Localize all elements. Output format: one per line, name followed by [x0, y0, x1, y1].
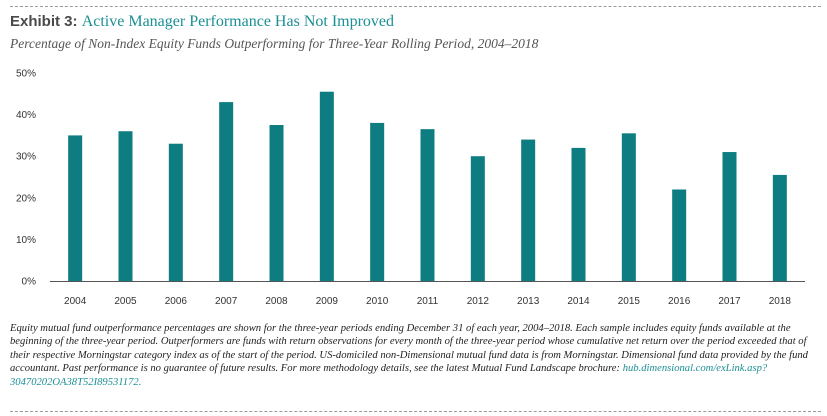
- bar: [672, 189, 687, 281]
- x-tick-label: 2011: [417, 296, 439, 307]
- top-divider: [10, 6, 821, 7]
- bar: [621, 133, 636, 281]
- x-tick-label: 2006: [165, 296, 188, 307]
- x-tick-label: 2015: [618, 296, 641, 307]
- bar: [571, 147, 586, 281]
- y-axis: 0% 10% 20% 30% 40% 50%: [16, 69, 36, 288]
- y-tick-label: 50%: [16, 69, 36, 80]
- x-tick-label: 2017: [718, 296, 741, 307]
- y-tick-label: 0%: [22, 277, 37, 288]
- x-tick-label: 2014: [567, 296, 590, 307]
- bar: [68, 135, 83, 281]
- x-tick-label: 2007: [215, 296, 238, 307]
- x-tick-label: 2013: [517, 296, 540, 307]
- y-tick-label: 30%: [16, 152, 36, 163]
- x-tick-label: 2010: [366, 296, 389, 307]
- chart-title: Exhibit 3: Active Manager Performance Ha…: [10, 13, 394, 31]
- x-tick-label: 2008: [265, 296, 288, 307]
- exhibit-label: Exhibit 3:: [10, 13, 78, 30]
- bar: [118, 131, 133, 281]
- x-tick-label: 2018: [769, 296, 792, 307]
- bar: [470, 156, 485, 281]
- bar: [772, 174, 787, 281]
- footnote-link[interactable]: hub.dimensional.com/exLink.asp?30470202O…: [10, 363, 768, 388]
- bar: [269, 125, 284, 281]
- chart-subtitle: Percentage of Non-Index Equity Funds Out…: [10, 36, 539, 51]
- footnote: Equity mutual fund outperformance percen…: [10, 322, 820, 389]
- x-tick-label: 2012: [467, 296, 490, 307]
- bar: [521, 139, 536, 281]
- bars-group: [68, 91, 787, 281]
- bar: [319, 91, 334, 281]
- y-tick-label: 20%: [16, 193, 36, 204]
- y-tick-label: 10%: [16, 235, 36, 246]
- bar-chart: 0%10%20%30%40%50% 2004 2005 2006 2007 2008 20…: [16, 69, 805, 307]
- x-axis: 2004 2005 2006 2007 2008 2009 2010 2011 2012 2013…: [64, 296, 791, 307]
- x-tick-label: 2009: [316, 296, 339, 307]
- x-tick-label: 2004: [64, 296, 87, 307]
- bottom-divider: [10, 411, 821, 412]
- bar: [168, 143, 183, 281]
- y-tick-label: 40%: [16, 110, 36, 121]
- title-text: Active Manager Performance Has Not Impro…: [81, 13, 395, 30]
- bar: [370, 122, 385, 281]
- bar: [420, 129, 435, 281]
- footnote-text: Equity mutual fund outperformance percen…: [10, 323, 808, 375]
- bar: [219, 102, 234, 281]
- x-tick-label: 2005: [114, 296, 137, 307]
- x-tick-label: 2016: [668, 296, 691, 307]
- bar: [722, 152, 737, 281]
